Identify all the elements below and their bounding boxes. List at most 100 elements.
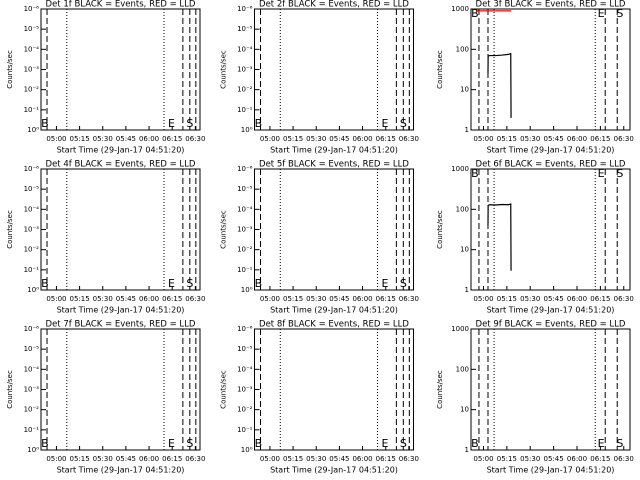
marker-letter: S: [616, 7, 623, 20]
y-tick-label: 1: [465, 286, 469, 294]
y-axis-label: Counts/sec: [436, 210, 444, 249]
x-tick-label: 05:30: [93, 455, 113, 463]
x-tick-label: 06:30: [399, 455, 419, 463]
panel-title: Det 9f BLACK = Events, RED = LLD: [476, 320, 626, 330]
x-tick-label: 05:15: [283, 455, 303, 463]
x-tick-label: 05:00: [46, 135, 66, 143]
x-tick-label: 05:45: [116, 135, 136, 143]
y-tick-label: 10⁻¹: [24, 266, 40, 274]
x-tick-label: 06:30: [185, 135, 205, 143]
panel-title: Det 5f BLACK = Events, RED = LLD: [259, 160, 409, 170]
x-tick-label: 06:00: [567, 295, 587, 303]
y-tick-label: 10⁻¹: [24, 106, 40, 114]
x-tick-label: 06:15: [376, 135, 396, 143]
marker-letter: E: [598, 7, 605, 20]
marker-letter: S: [400, 117, 407, 130]
x-tick-label: 06:00: [139, 455, 159, 463]
y-tick-label: 10⁻¹: [24, 426, 40, 434]
x-axis-label: Start Time (29-Jan-17 04:51:20): [270, 466, 398, 475]
x-tick-label: 06:30: [614, 295, 634, 303]
x-tick-label: 05:30: [306, 295, 326, 303]
x-tick-label: 05:15: [497, 455, 517, 463]
x-tick-label: 05:15: [283, 135, 303, 143]
marker-letter: E: [381, 277, 388, 290]
plot-frame: [470, 328, 631, 451]
marker-letter: S: [186, 117, 193, 130]
marker-letter: S: [616, 167, 623, 180]
x-axis-label: Start Time (29-Jan-17 04:51:20): [57, 466, 185, 475]
y-axis-label: Counts/sec: [6, 210, 14, 249]
x-tick-label: 06:30: [614, 135, 634, 143]
x-tick-label: 05:00: [473, 135, 493, 143]
x-axis-label: Start Time (29-Jan-17 04:51:20): [270, 146, 398, 155]
x-axis-label: Start Time (29-Jan-17 04:51:20): [57, 146, 185, 155]
y-tick-label: 100: [456, 45, 469, 53]
panel-title: Det 6f BLACK = Events, RED = LLD: [476, 160, 626, 170]
x-tick-label: 05:45: [116, 295, 136, 303]
x-axis-label: Start Time (29-Jan-17 04:51:20): [57, 306, 185, 315]
y-tick-label: 10⁻⁶: [24, 5, 40, 13]
x-tick-label: 06:15: [162, 135, 182, 143]
x-tick-label: 06:15: [590, 135, 610, 143]
y-tick-label: 10⁻²: [237, 406, 253, 414]
y-tick-label: 10⁻²: [24, 246, 40, 254]
y-tick-label: 10: [460, 86, 469, 94]
y-tick-label: 1000: [451, 5, 469, 13]
y-tick-label: 10⁻⁴: [237, 365, 253, 373]
plot-frame: [254, 168, 414, 291]
y-tick-label: 10⁻³: [24, 66, 40, 74]
y-tick-label: 100: [456, 205, 469, 213]
y-axis-label: Counts/sec: [220, 370, 228, 409]
panel-title: Det 1f BLACK = Events, RED = LLD: [46, 0, 196, 10]
x-tick-label: 05:00: [260, 455, 280, 463]
y-tick-label: 100: [456, 365, 469, 373]
x-tick-label: 05:15: [69, 295, 89, 303]
y-tick-label: 10: [460, 406, 469, 414]
x-tick-label: 05:15: [497, 135, 517, 143]
x-tick-label: 05:00: [260, 135, 280, 143]
y-tick-label: 10⁰: [241, 126, 253, 134]
y-tick-label: 10⁻⁶: [237, 325, 253, 333]
x-tick-label: 06:15: [376, 455, 396, 463]
y-tick-label: 10⁻⁶: [24, 325, 40, 333]
marker-letter: B: [471, 167, 479, 180]
y-tick-label: 10⁻³: [237, 226, 253, 234]
plot-frame: [254, 328, 414, 451]
x-tick-label: 05:30: [93, 135, 113, 143]
y-tick-label: 1: [465, 126, 469, 134]
marker-letter: E: [168, 437, 175, 450]
x-tick-label: 05:45: [116, 455, 136, 463]
y-tick-label: 10⁰: [27, 286, 39, 294]
x-tick-label: 06:00: [139, 135, 159, 143]
panel-title: Det 3f BLACK = Events, RED = LLD: [476, 0, 626, 10]
x-tick-label: 05:45: [329, 135, 349, 143]
y-tick-label: 10: [460, 246, 469, 254]
y-tick-label: 10⁻³: [237, 386, 253, 394]
y-tick-label: 1000: [451, 165, 469, 173]
x-tick-label: 06:00: [567, 135, 587, 143]
marker-letter: S: [400, 277, 407, 290]
y-tick-label: 10⁻⁵: [24, 345, 40, 353]
y-tick-label: 10⁻¹: [237, 426, 253, 434]
x-tick-label: 05:45: [329, 455, 349, 463]
y-axis-label: Counts/sec: [436, 50, 444, 89]
marker-letter: B: [255, 117, 263, 130]
x-tick-label: 05:30: [520, 455, 540, 463]
y-tick-label: 10⁻⁴: [237, 45, 253, 53]
marker-letter: B: [41, 117, 49, 130]
x-tick-label: 05:15: [497, 295, 517, 303]
marker-letter: B: [471, 7, 479, 20]
marker-letter: S: [616, 437, 623, 450]
marker-letter: E: [598, 167, 605, 180]
x-tick-label: 05:45: [544, 455, 564, 463]
panel-title: Det 8f BLACK = Events, RED = LLD: [259, 320, 409, 330]
y-axis-label: Counts/sec: [6, 370, 14, 409]
x-tick-label: 06:00: [352, 135, 372, 143]
x-tick-label: 05:45: [544, 295, 564, 303]
y-tick-label: 10⁻⁵: [237, 345, 253, 353]
x-tick-label: 06:15: [162, 455, 182, 463]
marker-letter: E: [168, 117, 175, 130]
plot-frame: [254, 8, 414, 131]
y-tick-label: 10⁻³: [24, 226, 40, 234]
marker-letter: B: [471, 437, 479, 450]
